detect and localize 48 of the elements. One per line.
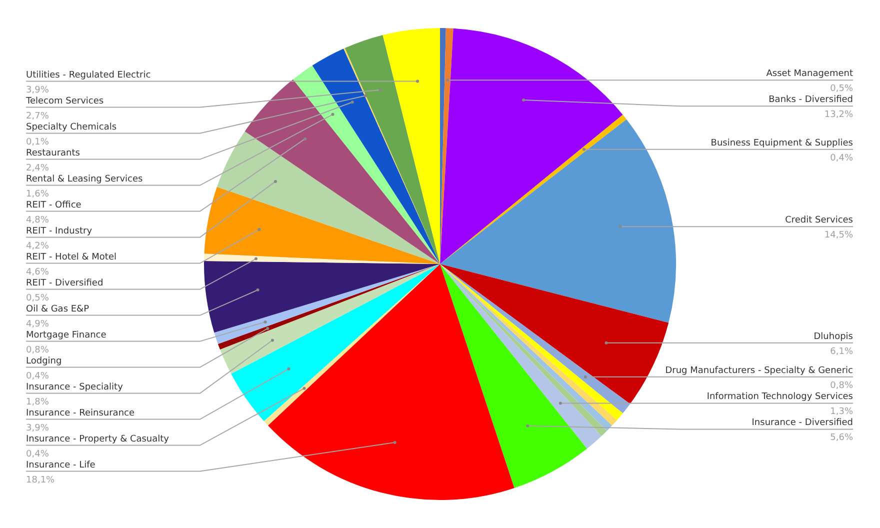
slice-label: Insurance - Life — [26, 460, 96, 470]
slice-label: Rental & Leasing Services — [26, 174, 144, 184]
data-label: 6,1% — [830, 346, 854, 357]
data-label: 4,8% — [26, 215, 50, 226]
data-label: 4,9% — [26, 319, 50, 330]
data-label: 5,6% — [830, 433, 854, 444]
slice-label: REIT - Hotel & Motel — [26, 252, 116, 262]
data-label: 0,4% — [830, 153, 854, 164]
slice-label: Utilities - Regulated Electric — [26, 70, 151, 80]
slice-label: Insurance - Speciality — [26, 382, 124, 392]
data-label: 14,5% — [824, 230, 854, 241]
data-label: 0,4% — [26, 449, 50, 460]
data-label: 2,7% — [26, 111, 50, 122]
slice-label: Credit Services — [785, 216, 854, 226]
data-label: 0,1% — [26, 137, 50, 148]
data-label: 0,4% — [26, 371, 50, 382]
slice-label: Information Technology Services — [706, 392, 854, 402]
slice-label: Insurance - Reinsurance — [26, 408, 135, 418]
data-label: 4,2% — [26, 241, 50, 252]
slice-label: REIT - Office — [26, 200, 82, 210]
data-label: 13,2% — [824, 110, 854, 120]
data-label: 2,4% — [26, 163, 50, 174]
slice-label: Dluhopis — [814, 332, 854, 342]
data-label: 1,8% — [26, 397, 50, 408]
slice-label: REIT - Diversified — [26, 278, 104, 288]
data-label: 3,9% — [26, 423, 50, 434]
data-label: 1,6% — [26, 189, 50, 200]
data-label: 0,5% — [830, 84, 854, 94]
slice-label: Oil & Gas E&P — [26, 304, 90, 314]
slice-label: REIT - Industry — [26, 226, 93, 236]
data-label: 0,5% — [26, 293, 50, 304]
slice-label: Mortgage Finance — [26, 330, 107, 340]
slice-label: Insurance - Diversified — [752, 418, 853, 428]
slice-label: Business Equipment & Supplies — [710, 138, 854, 148]
slice-label: Asset Management — [766, 69, 854, 80]
data-label: 0,8% — [830, 380, 854, 391]
slice-label: Insurance - Property & Casualty — [26, 434, 170, 444]
slice-label: Restaurants — [26, 148, 80, 158]
data-label: 18,1% — [26, 475, 56, 486]
data-label: 3,9% — [26, 85, 50, 96]
slice-label: Banks - Diversified — [768, 95, 853, 106]
data-label: 1,3% — [830, 407, 854, 418]
slice-label: Telecom Services — [25, 96, 104, 106]
slice-label: Specialty Chemicals — [26, 122, 117, 132]
data-label: 4,6% — [26, 267, 50, 278]
slice-label: Lodging — [26, 356, 62, 366]
slice-label: Drug Manufacturers - Specialty & Generic — [665, 366, 854, 376]
data-label: 0,8% — [26, 345, 50, 356]
